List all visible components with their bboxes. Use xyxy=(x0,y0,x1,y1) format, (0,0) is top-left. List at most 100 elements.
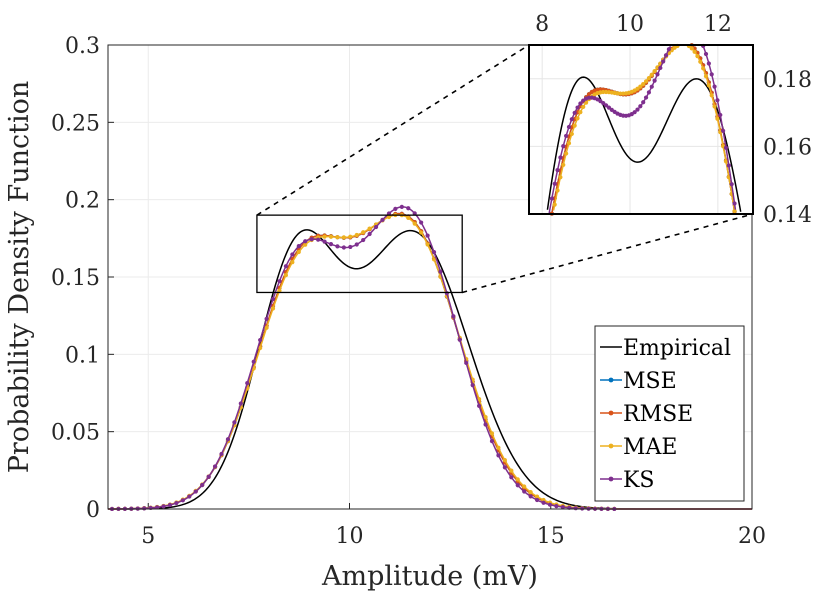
inset-marker-ks xyxy=(638,104,643,109)
main-marker-ks xyxy=(483,422,488,427)
inset-marker-mae xyxy=(575,116,580,121)
main-marker-ks xyxy=(470,383,475,388)
inset-marker-mae xyxy=(698,59,703,64)
inset-marker-ks xyxy=(726,163,731,168)
inset-marker-rmse xyxy=(586,92,592,97)
inset-marker-ks xyxy=(641,100,646,105)
inset-marker-ks xyxy=(706,61,711,66)
inset-plot-area xyxy=(529,45,753,214)
legend-marker xyxy=(608,443,614,449)
zoom-connector-top xyxy=(256,44,530,216)
zoom-connector-bottom xyxy=(461,213,754,294)
main-marker-ks xyxy=(283,264,289,269)
main-marker-mae xyxy=(303,242,308,247)
inset-marker-ks xyxy=(649,84,654,89)
legend-label: KS xyxy=(623,468,655,493)
inset-marker-mae xyxy=(641,82,646,87)
main-marker-mae xyxy=(509,468,514,473)
inset-y-tick-label: 0.16 xyxy=(763,135,812,160)
main-marker-ks xyxy=(155,505,160,510)
main-marker-ks xyxy=(174,500,179,506)
main-marker-ks xyxy=(438,269,443,274)
y-tick-label: 0 xyxy=(86,498,100,523)
inset-marker-ks xyxy=(703,51,709,57)
main-marker-ks xyxy=(309,237,314,242)
main-marker-mae xyxy=(534,494,540,499)
main-marker-ks xyxy=(238,401,243,406)
inset-marker-mae xyxy=(569,131,574,137)
main-marker-ks xyxy=(193,489,198,494)
main-marker-ks xyxy=(200,482,205,488)
main-marker-ks xyxy=(354,242,359,247)
main-marker-ks xyxy=(528,494,533,499)
main-marker-mae xyxy=(264,325,269,330)
legend-entry-rmse: RMSE xyxy=(600,402,693,427)
main-marker-ks xyxy=(522,489,527,494)
inset-marker-ks xyxy=(555,168,560,173)
main-marker-mae xyxy=(489,431,495,436)
main-marker-ks xyxy=(219,451,224,457)
inset-x-tick-label: 8 xyxy=(535,12,549,37)
inset-marker-mae xyxy=(558,175,563,180)
main-marker-mae xyxy=(483,415,488,420)
main-marker-ks xyxy=(451,314,456,319)
x-tick-label: 10 xyxy=(336,524,364,549)
legend-marker xyxy=(608,476,614,482)
main-marker-ks xyxy=(245,381,250,386)
inset-marker-mae xyxy=(638,84,643,89)
inset-marker-ks xyxy=(572,110,577,115)
inset-marker-mae xyxy=(723,159,729,164)
main-marker-ks xyxy=(547,502,553,507)
legend-marker xyxy=(608,410,614,416)
main-marker-mae xyxy=(528,490,533,495)
zoom-box xyxy=(256,214,463,294)
inset-marker-ks xyxy=(569,117,574,122)
inset-marker-ks xyxy=(723,145,729,150)
main-marker-ks xyxy=(251,359,256,364)
inset-marker-ks xyxy=(635,107,640,112)
inset-marker-ks xyxy=(549,196,554,201)
main-marker-mae xyxy=(515,477,520,482)
main-marker-ks xyxy=(496,453,501,458)
inset-marker-mae xyxy=(561,162,566,168)
inset-marker-mae xyxy=(703,74,709,79)
inset-marker-ks xyxy=(561,144,566,149)
main-marker-ks xyxy=(303,239,308,244)
y-tick-label: 0.3 xyxy=(65,34,100,59)
main-marker-mae xyxy=(496,445,501,450)
main-marker-ks xyxy=(419,220,424,225)
inset-marker-ks xyxy=(663,53,669,58)
main-marker-ks xyxy=(380,217,385,222)
main-marker-ks xyxy=(180,498,185,503)
inset-marker-ks xyxy=(718,112,723,118)
main-marker-ks xyxy=(393,206,398,211)
inset-line-empirical xyxy=(546,76,742,212)
main-marker-ks xyxy=(412,211,417,216)
legend-label: Empirical xyxy=(623,336,731,361)
inset-marker-ks xyxy=(712,84,717,89)
x-tick-label: 5 xyxy=(141,524,155,549)
main-marker-ks xyxy=(502,465,507,470)
inset-marker-mae xyxy=(732,208,737,214)
main-marker-mae xyxy=(431,257,437,262)
inset-x-tick-label: 12 xyxy=(704,12,732,37)
inset-marker-mae xyxy=(652,69,657,74)
inset-marker-ks xyxy=(646,90,652,95)
inset-marker-mae xyxy=(555,188,560,193)
main-marker-ks xyxy=(187,494,192,499)
main-marker-mae xyxy=(270,306,276,311)
main-marker-ks xyxy=(348,244,353,250)
legend-label: MAE xyxy=(623,435,677,460)
main-marker-ks xyxy=(361,237,366,243)
main-marker-ks xyxy=(444,291,450,296)
legend-entry-mse: MSE xyxy=(600,369,677,394)
inset-marker-mae xyxy=(709,93,714,98)
main-marker-ks xyxy=(225,437,231,442)
inset-marker-ks xyxy=(564,133,569,139)
inset-marker-mae xyxy=(581,104,586,110)
legend-entry-empirical: Empirical xyxy=(600,336,731,361)
main-marker-ks xyxy=(270,296,276,302)
main-marker-mae xyxy=(386,214,392,220)
main-marker-ks xyxy=(515,483,520,488)
main-marker-ks xyxy=(277,279,282,284)
